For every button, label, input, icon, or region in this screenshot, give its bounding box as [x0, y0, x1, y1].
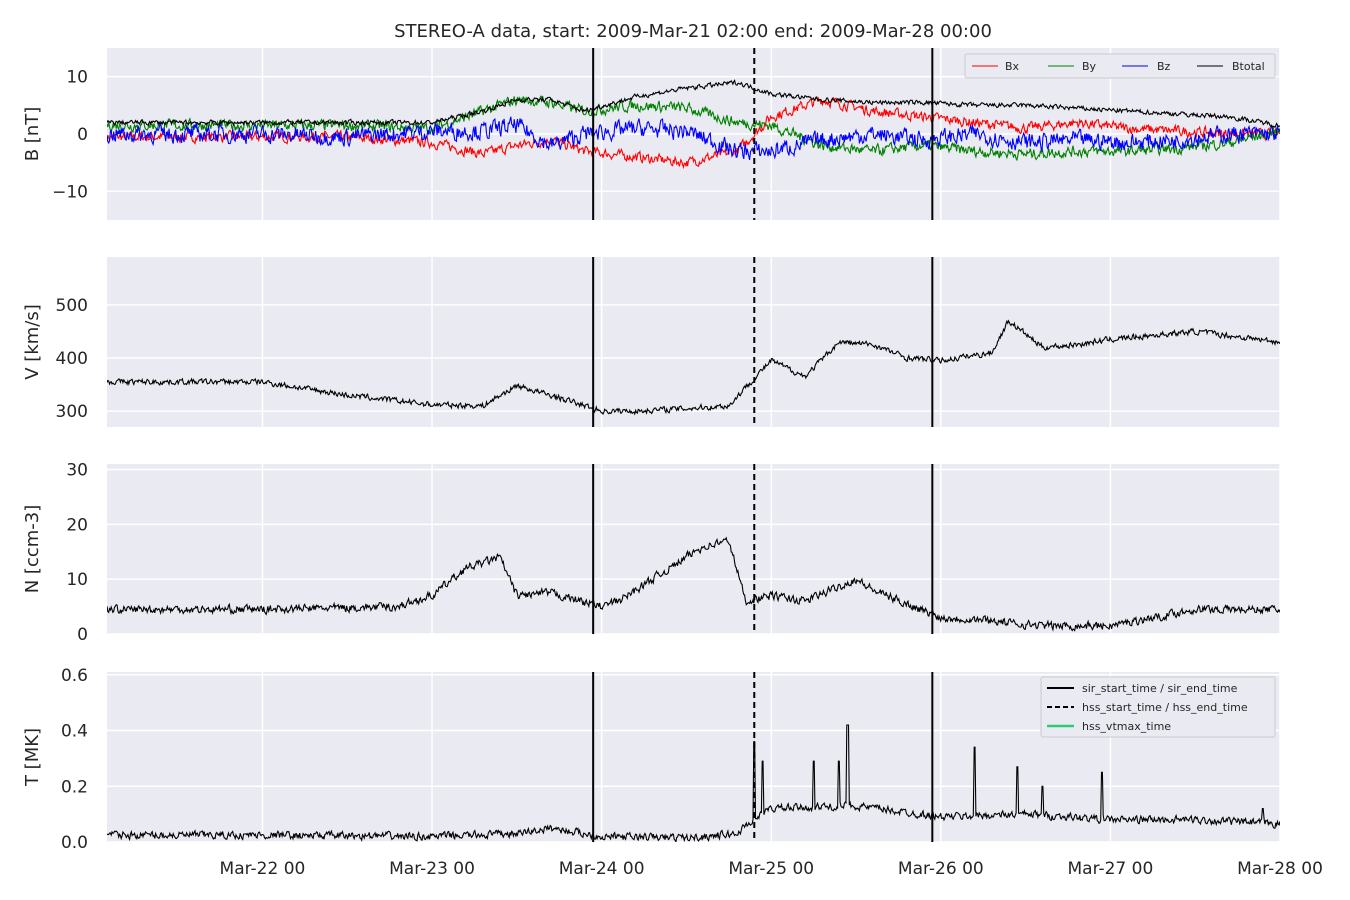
y-tick-label: 0.0 [61, 833, 88, 853]
legend-hss-label: hss_start_time / hss_end_time [1082, 701, 1248, 714]
x-tick-label: Mar-27 00 [1068, 859, 1154, 879]
x-tick-label: Mar-26 00 [898, 859, 984, 879]
series-btotal-line [107, 79, 1280, 129]
legend-vtmax-label: hss_vtmax_time [1082, 720, 1171, 733]
y-tick-label: 400 [56, 349, 88, 369]
x-tick-label: Mar-28 00 [1237, 859, 1323, 879]
y-axis-label: T [MK] [22, 728, 43, 787]
y-tick-label: 0 [77, 125, 88, 145]
x-tick-label: Mar-22 00 [220, 859, 306, 879]
plot-area [107, 257, 1280, 427]
y-tick-label: 0.2 [61, 777, 88, 797]
y-tick-label: 0.6 [61, 666, 88, 686]
legend-bx-label: Bx [1005, 60, 1020, 73]
legend-t-frame [1040, 676, 1276, 738]
y-axis-label: B [nT] [22, 107, 43, 162]
y-tick-label: 20 [66, 515, 88, 535]
x-axis-tick-labels: Mar-22 00 Mar-23 00 Mar-24 00 Mar-25 00 Mar-… [220, 859, 1323, 879]
legend-sir-label: sir_start_time / sir_end_time [1082, 682, 1238, 695]
series-v-line [107, 319, 1280, 416]
x-tick-label: Mar-23 00 [389, 859, 475, 879]
panel-n: 30 20 10 0 N [ccm-3] [22, 460, 1281, 645]
legend-by-label: By [1082, 60, 1097, 73]
legend-btotal-label: Btotal [1232, 60, 1265, 73]
y-tick-label: 30 [66, 460, 88, 480]
x-tick-label: Mar-25 00 [728, 859, 814, 879]
y-tick-label: 500 [56, 296, 88, 316]
y-tick-label: 10 [66, 570, 88, 590]
y-axis-label: N [ccm-3] [22, 505, 43, 594]
legend-b-frame [964, 53, 1276, 79]
y-tick-label: 0 [77, 625, 88, 645]
series-bz-line [107, 116, 1280, 161]
y-tick-label: 0.4 [61, 722, 88, 742]
y-tick-label: 300 [56, 402, 88, 422]
y-tick-label: 10 [66, 68, 88, 88]
series-n-line [107, 536, 1280, 632]
panel-v: 500 400 300 V [km/s] [22, 257, 1281, 427]
x-tick-label: Mar-24 00 [559, 859, 645, 879]
y-axis-label: V [km/s] [22, 304, 43, 379]
legend-t: sir_start_time / sir_end_time hss_start_… [1040, 676, 1276, 738]
legend-b: Bx By Bz Btotal [964, 53, 1276, 79]
series-t-line [107, 724, 1280, 842]
legend-bz-label: Bz [1157, 60, 1171, 73]
series-by-line [107, 95, 1280, 162]
series-bx-line [107, 95, 1280, 170]
chart-title: STEREO-A data, start: 2009-Mar-21 02:00 … [394, 21, 992, 42]
y-tick-label: −10 [52, 182, 88, 202]
